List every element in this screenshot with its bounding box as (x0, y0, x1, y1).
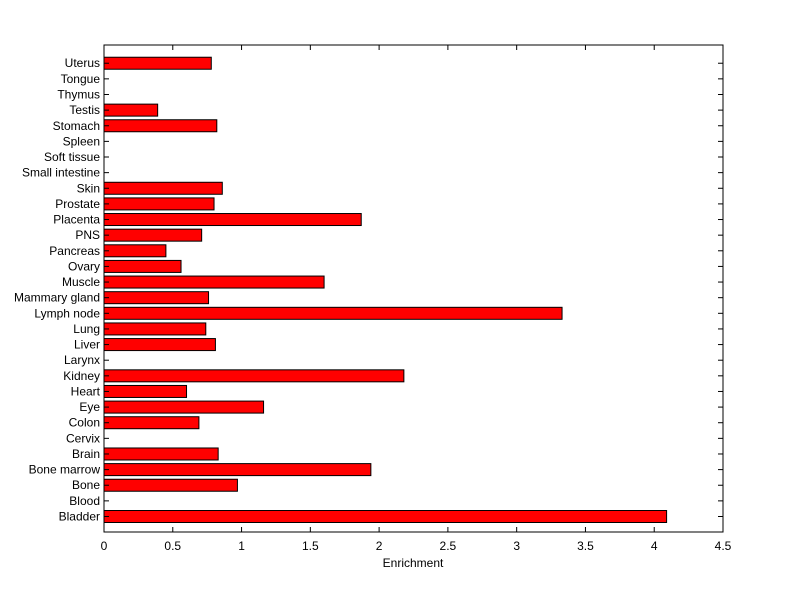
x-tick-label: 3 (513, 539, 520, 553)
y-tick-label-spleen: Spleen (63, 134, 100, 148)
x-tick-label: 1.5 (302, 539, 319, 553)
bar-bone-marrow (103, 463, 372, 477)
y-tick-label-cervix: Cervix (66, 431, 100, 445)
bar-brain (103, 447, 219, 461)
bar-eye (103, 400, 265, 414)
bar-bladder (103, 510, 668, 523)
bar-prostate (103, 197, 215, 211)
x-tick-label: 0.5 (164, 539, 181, 553)
y-tick-label-lymph-node: Lymph node (34, 306, 100, 320)
y-tick-label-heart: Heart (71, 384, 101, 398)
y-tick-label-pns: PNS (75, 228, 100, 242)
y-tick-label-mammary-gland: Mammary gland (14, 291, 100, 305)
x-tick-label: 2.5 (440, 539, 457, 553)
bar-stomach (103, 119, 218, 133)
y-tick-label-small-intestine: Small intestine (22, 166, 100, 180)
bar-liver (103, 338, 216, 352)
y-tick-label-bone: Bone (72, 478, 100, 492)
y-tick-label-liver: Liver (74, 338, 100, 352)
x-tick-label: 1 (238, 539, 245, 553)
bar-pns (103, 228, 203, 242)
x-tick-label: 0 (101, 539, 108, 553)
y-tick-label-bone-marrow: Bone marrow (29, 463, 101, 477)
bar-placenta (103, 213, 362, 227)
y-tick-label-larynx: Larynx (64, 353, 100, 367)
y-tick-label-skin: Skin (77, 181, 100, 195)
y-tick-label-blood: Blood (69, 494, 100, 508)
bar-mammary-gland (103, 291, 210, 305)
bar-lung (103, 322, 207, 336)
bar-uterus (103, 56, 212, 70)
bar-kidney (103, 369, 405, 383)
y-tick-label-thymus: Thymus (57, 87, 100, 101)
bar-lymph-node (103, 306, 563, 320)
bar-muscle (103, 275, 325, 289)
y-tick-label-muscle: Muscle (62, 275, 100, 289)
x-axis-label: Enrichment (383, 556, 444, 570)
y-tick-label-placenta: Placenta (53, 213, 100, 227)
x-tick-label: 3.5 (577, 539, 594, 553)
y-tick-label-colon: Colon (69, 416, 100, 430)
y-tick-label-uterus: Uterus (65, 56, 100, 70)
y-tick-label-stomach: Stomach (53, 119, 100, 133)
y-tick-label-brain: Brain (72, 447, 100, 461)
y-tick-label-tongue: Tongue (61, 72, 101, 86)
y-tick-label-lung: Lung (73, 322, 100, 336)
bar-colon (103, 416, 200, 430)
y-tick-label-ovary: Ovary (68, 259, 100, 273)
y-tick-label-eye: Eye (79, 400, 100, 414)
y-tick-label-soft-tissue: Soft tissue (44, 150, 100, 164)
plot-frame (103, 44, 724, 533)
y-tick-label-pancreas: Pancreas (49, 244, 100, 258)
bar-heart (103, 384, 188, 398)
bar-skin (103, 181, 223, 195)
x-tick-label: 4.5 (715, 539, 732, 553)
x-tick-label: 4 (651, 539, 658, 553)
y-tick-label-bladder: Bladder (59, 510, 100, 524)
bar-pancreas (103, 244, 167, 258)
y-tick-label-testis: Testis (69, 103, 100, 117)
y-tick-label-kidney: Kidney (63, 369, 100, 383)
bar-testis (103, 103, 159, 117)
bar-bone (103, 478, 238, 492)
bar-ovary (103, 259, 182, 273)
y-tick-label-prostate: Prostate (55, 197, 100, 211)
x-tick-label: 2 (376, 539, 383, 553)
